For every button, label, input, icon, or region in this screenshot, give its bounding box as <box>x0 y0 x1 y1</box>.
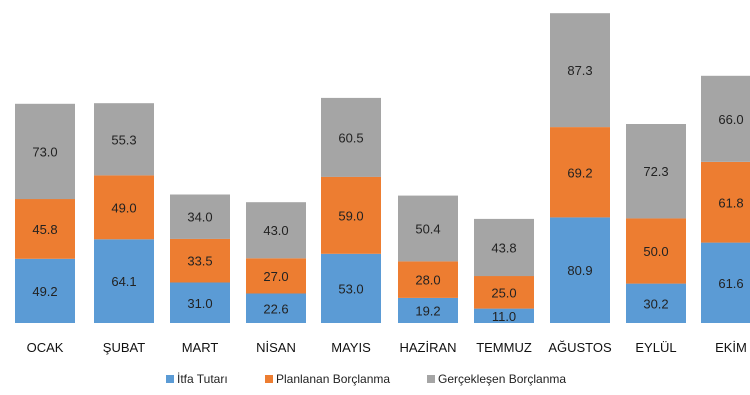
data-label-hazi-ran-planlanan-borclanma: 28.0 <box>415 273 440 288</box>
bar-mart-i-tfa-tutari <box>170 282 230 323</box>
category-label-mayis: MAYIS <box>331 340 371 355</box>
bar-agustos-i-tfa-tutari <box>550 217 610 323</box>
legend-swatch-planlanan-borclanma <box>265 375 273 383</box>
bar-eylul-gerceklesen-borclanma <box>626 124 686 219</box>
data-label-ocak-gerceklesen-borclanma: 73.0 <box>32 144 57 159</box>
category-label-subat: ŞUBAT <box>103 340 145 355</box>
data-label-eylul-gerceklesen-borclanma: 72.3 <box>643 164 668 179</box>
bar-ni-san-i-tfa-tutari <box>246 293 306 323</box>
data-label-mayis-planlanan-borclanma: 59.0 <box>338 208 363 223</box>
bar-mart-planlanan-borclanma <box>170 238 230 283</box>
data-label-mayis-gerceklesen-borclanma: 60.5 <box>338 130 363 145</box>
bar-eylul-planlanan-borclanma <box>626 218 686 284</box>
bar-ocak-i-tfa-tutari <box>15 258 75 323</box>
bar-mayis-planlanan-borclanma <box>321 176 381 254</box>
bar-subat-i-tfa-tutari <box>94 239 154 323</box>
bar-mart-gerceklesen-borclanma <box>170 194 230 239</box>
bar-agustos-planlanan-borclanma <box>550 127 610 218</box>
data-label-eki-m-gerceklesen-borclanma: 66.0 <box>718 112 743 127</box>
bar-temmuz-i-tfa-tutari <box>474 308 534 323</box>
bars-layer <box>15 13 750 323</box>
category-label-agustos: AĞUSTOS <box>548 340 612 355</box>
legend-swatch-gerceklesen-borclanma <box>427 375 435 383</box>
data-label-ni-san-i-tfa-tutari: 22.6 <box>263 301 288 316</box>
data-label-eylul-i-tfa-tutari: 30.2 <box>643 296 668 311</box>
category-label-mart: MART <box>182 340 219 355</box>
data-label-ocak-i-tfa-tutari: 49.2 <box>32 284 57 299</box>
bar-eki-m-i-tfa-tutari <box>701 242 750 323</box>
bar-temmuz-gerceklesen-borclanma <box>474 218 534 277</box>
category-label-temmuz: TEMMUZ <box>476 340 532 355</box>
category-label-ni-san: NİSAN <box>256 340 296 355</box>
data-label-ni-san-gerceklesen-borclanma: 43.0 <box>263 223 288 238</box>
bar-subat-gerceklesen-borclanma <box>94 103 154 176</box>
bar-mayis-gerceklesen-borclanma <box>321 97 381 177</box>
bar-eylul-i-tfa-tutari <box>626 283 686 323</box>
category-label-eylul: EYLÜL <box>635 340 676 355</box>
bar-eki-m-planlanan-borclanma <box>701 162 750 243</box>
data-label-ocak-planlanan-borclanma: 45.8 <box>32 222 57 237</box>
data-label-hazi-ran-i-tfa-tutari: 19.2 <box>415 304 440 319</box>
category-label-hazi-ran: HAZİRAN <box>399 340 456 355</box>
data-label-subat-i-tfa-tutari: 64.1 <box>111 274 136 289</box>
category-label-ocak: OCAK <box>27 340 64 355</box>
legend-swatch-i-tfa-tutari <box>166 375 174 383</box>
legend-label-planlanan-borclanma: Planlanan Borçlanma <box>276 372 390 386</box>
category-labels-layer: OCAK ŞUBAT MART NİSAN MAYIS HAZİRAN TEMMUZ AĞUS… <box>27 340 747 355</box>
data-label-eki-m-i-tfa-tutari: 61.6 <box>718 276 743 291</box>
bar-agustos-gerceklesen-borclanma <box>550 13 610 128</box>
bar-labels-layer: 49.2 45.8 73.0 64.1 49.0 55.3 31.0 33.5 34.0 22.6… <box>32 63 743 324</box>
legend-label-i-tfa-tutari: İtfa Tutarı <box>177 372 228 386</box>
data-label-hazi-ran-gerceklesen-borclanma: 50.4 <box>415 222 440 237</box>
bar-hazi-ran-i-tfa-tutari <box>398 297 458 323</box>
bar-ni-san-planlanan-borclanma <box>246 258 306 294</box>
data-label-agustos-i-tfa-tutari: 80.9 <box>567 263 592 278</box>
bar-eki-m-gerceklesen-borclanma <box>701 75 750 162</box>
data-label-agustos-gerceklesen-borclanma: 87.3 <box>567 63 592 78</box>
bar-subat-planlanan-borclanma <box>94 175 154 240</box>
legend: İtfa Tutarı Planlanan Borçlanma Gerçekleşe… <box>166 372 566 386</box>
data-label-eki-m-planlanan-borclanma: 61.8 <box>718 195 743 210</box>
bar-ni-san-gerceklesen-borclanma <box>246 202 306 259</box>
bar-hazi-ran-gerceklesen-borclanma <box>398 195 458 262</box>
data-label-ni-san-planlanan-borclanma: 27.0 <box>263 269 288 284</box>
bar-temmuz-planlanan-borclanma <box>474 276 534 309</box>
data-label-mart-i-tfa-tutari: 31.0 <box>187 296 212 311</box>
bar-ocak-planlanan-borclanma <box>15 199 75 259</box>
data-label-subat-planlanan-borclanma: 49.0 <box>111 200 136 215</box>
bar-mayis-i-tfa-tutari <box>321 253 381 323</box>
data-label-mayis-i-tfa-tutari: 53.0 <box>338 281 363 296</box>
data-label-subat-gerceklesen-borclanma: 55.3 <box>111 132 136 147</box>
data-label-mart-planlanan-borclanma: 33.5 <box>187 254 212 269</box>
data-label-temmuz-i-tfa-tutari: 11.0 <box>492 309 516 324</box>
bar-hazi-ran-planlanan-borclanma <box>398 261 458 298</box>
data-label-temmuz-planlanan-borclanma: 25.0 <box>491 285 516 300</box>
data-label-agustos-planlanan-borclanma: 69.2 <box>567 165 592 180</box>
category-label-eki-m: EKİM <box>715 340 747 355</box>
data-label-temmuz-gerceklesen-borclanma: 43.8 <box>491 240 516 255</box>
legend-label-gerceklesen-borclanma: Gerçekleşen Borçlanma <box>438 372 566 386</box>
data-label-mart-gerceklesen-borclanma: 34.0 <box>187 210 212 225</box>
bar-ocak-gerceklesen-borclanma <box>15 103 75 200</box>
data-label-eylul-planlanan-borclanma: 50.0 <box>643 244 668 259</box>
